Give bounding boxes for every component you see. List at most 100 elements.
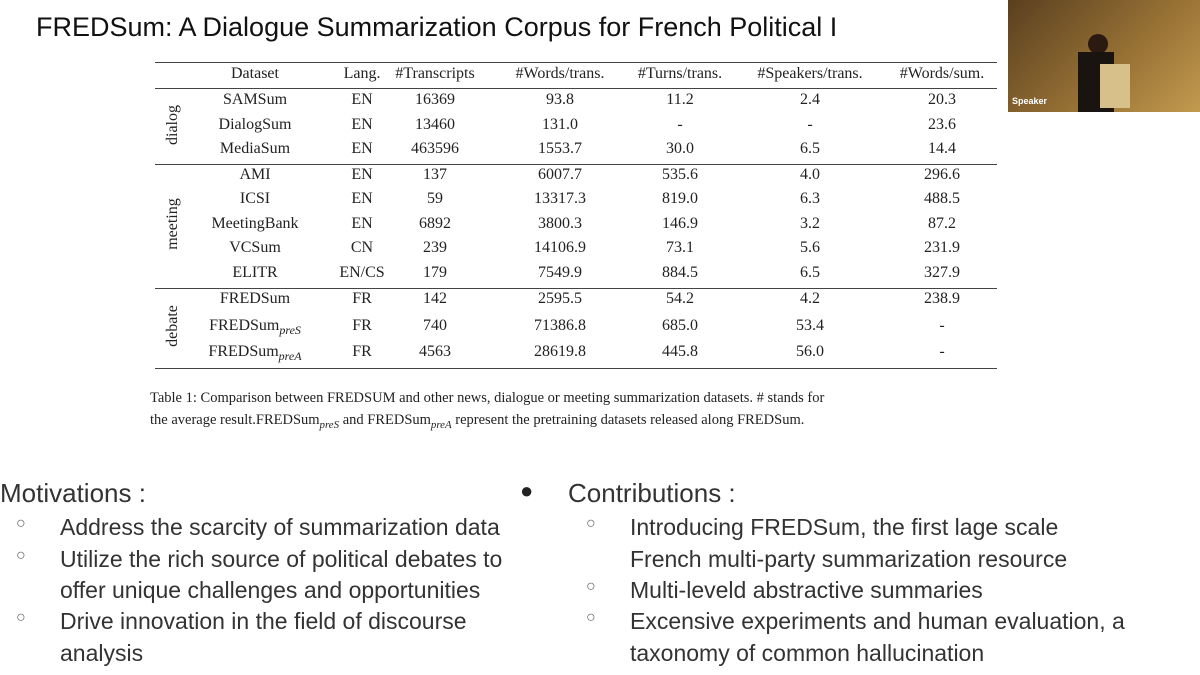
- table-cell: 3800.3: [538, 215, 582, 232]
- table-cell: -: [939, 343, 945, 360]
- sub-bullet: ○: [16, 547, 26, 564]
- table-cell: 6.3: [800, 190, 820, 207]
- table-cell: EN: [351, 190, 373, 207]
- caption-text: Table 1: Comparison between FREDSUM and …: [150, 390, 825, 406]
- table-cell: 4563: [419, 343, 451, 360]
- table-cell: FR: [352, 343, 372, 360]
- table-cell: -: [807, 116, 813, 133]
- dataset-name: DialogSum: [175, 116, 335, 134]
- dataset-name: AMI: [175, 166, 335, 184]
- dataset-name-text: FREDSum: [208, 343, 279, 360]
- dataset-name-text: FREDSum: [219, 290, 291, 307]
- speaker-video: Speaker: [1008, 0, 1200, 112]
- table-cell: 3.2: [800, 215, 820, 232]
- bullet-text: Excensive experiments and human evaluati…: [630, 608, 1125, 634]
- table-cell: 4.0: [800, 166, 820, 183]
- slide-title: FREDSum: A Dialogue Summarization Corpus…: [36, 12, 838, 42]
- sub-bullet: ○: [16, 515, 26, 532]
- table-cell: EN: [351, 140, 373, 157]
- table-cell: 30.0: [666, 140, 694, 157]
- table-cell: 146.9: [662, 215, 698, 232]
- sub-bullet: ○: [586, 609, 596, 626]
- group-rule: [155, 288, 997, 289]
- table-cell: 71386.8: [534, 317, 586, 334]
- bullet-text: offer unique challenges and opportunitie…: [60, 577, 481, 603]
- dataset-name: MediaSum: [175, 140, 335, 158]
- bullet-text: Introducing FREDSum, the first lage scal…: [630, 514, 1059, 540]
- table-cell: 819.0: [662, 190, 698, 207]
- table-cell: 20.3: [928, 91, 956, 108]
- table-cell: 54.2: [666, 290, 694, 307]
- bullet-text: Multi-leveld abstractive summaries: [630, 577, 983, 603]
- header-cell: Lang.: [343, 65, 381, 82]
- header-cell: Dataset: [231, 65, 279, 82]
- top-rule: [155, 62, 997, 63]
- bottom-rule: [155, 368, 997, 369]
- table-cell: 740: [423, 317, 447, 334]
- table-cell: 884.5: [662, 264, 698, 281]
- table-cell: EN: [351, 166, 373, 183]
- bullet-text: taxonomy of common hallucination: [630, 640, 985, 666]
- table-cell: 131.0: [542, 116, 578, 133]
- table-cell: FR: [352, 290, 372, 307]
- table-cell: 13317.3: [534, 190, 586, 207]
- table-cell: EN: [351, 215, 373, 232]
- dataset-name: FREDSumpreS: [175, 317, 335, 338]
- table-cell: 142: [423, 290, 447, 307]
- table-cell: EN/CS: [339, 264, 385, 281]
- bullet-text: Utilize the rich source of political deb…: [60, 546, 503, 572]
- bullet-text: analysis: [60, 640, 144, 666]
- table-cell: 2595.5: [538, 290, 582, 307]
- table-cell: 685.0: [662, 317, 698, 334]
- table-cell: 6.5: [800, 140, 820, 157]
- table-cell: 535.6: [662, 166, 698, 183]
- table-cell: 327.9: [924, 264, 960, 281]
- table-cell: 56.0: [796, 343, 824, 360]
- table-cell: 6892: [419, 215, 451, 232]
- table-cell: 87.2: [928, 215, 956, 232]
- table-cell: 16369: [415, 91, 455, 108]
- dataset-name: ELITR: [175, 264, 335, 282]
- table-cell: 463596: [411, 140, 459, 157]
- table-cell: 2.4: [800, 91, 820, 108]
- section-heading: Contributions :: [568, 478, 736, 508]
- table-cell: 238.9: [924, 290, 960, 307]
- table-cell: 239: [423, 239, 447, 256]
- table-cell: -: [677, 116, 683, 133]
- dataset-name-text: MeetingBank: [211, 215, 299, 232]
- dataset-name: ICSI: [175, 190, 335, 208]
- dataset-name-text: VCSum: [229, 239, 281, 256]
- table-cell: 73.1: [666, 239, 694, 256]
- bullet-text: Address the scarcity of summarization da…: [60, 514, 500, 540]
- table-cell: 4.2: [800, 290, 820, 307]
- header-cell: #Speakers/trans.: [757, 65, 863, 82]
- dataset-name-text: SAMSum: [222, 91, 288, 108]
- caption-text: and FREDSum: [339, 412, 431, 428]
- caption-line: Table 1: Comparison between FREDSUM and …: [150, 390, 824, 407]
- caption-sub: preS: [319, 418, 340, 431]
- bullet-dot: ●: [520, 478, 534, 503]
- dataset-name-text: FREDSum: [209, 317, 280, 334]
- dataset-name: FREDSumpreA: [175, 343, 335, 364]
- table-cell: 59: [427, 190, 443, 207]
- table-cell: 1553.7: [538, 140, 582, 157]
- dataset-name: SAMSum: [175, 91, 335, 109]
- table-cell: -: [939, 317, 945, 334]
- header-cell: #Transcripts: [395, 65, 475, 82]
- caption-text: represent the pretraining datasets relea…: [451, 412, 805, 428]
- caption-text: the average result.FREDSum: [150, 412, 320, 428]
- speaker-label: Speaker: [1012, 96, 1048, 106]
- dataset-name-text: AMI: [239, 166, 271, 183]
- sub-bullet: ○: [586, 578, 596, 595]
- table-cell: 296.6: [924, 166, 960, 183]
- bullet-text: Drive innovation in the field of discour…: [60, 608, 467, 634]
- table-cell: 93.8: [546, 91, 574, 108]
- sub-bullet: ○: [16, 609, 26, 626]
- dataset-name-text: MediaSum: [219, 140, 291, 157]
- table-cell: 488.5: [924, 190, 960, 207]
- header-rule: [155, 88, 997, 89]
- header-cell: #Words/sum.: [899, 65, 985, 82]
- table-cell: 137: [423, 166, 447, 183]
- dataset-name: VCSum: [175, 239, 335, 257]
- table-cell: 6.5: [800, 264, 820, 281]
